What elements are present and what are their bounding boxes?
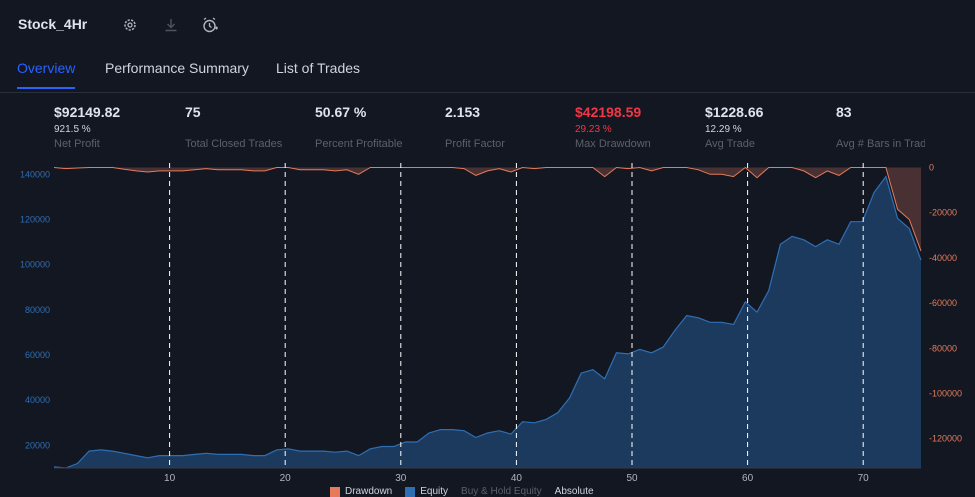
x-tick-label: 40 [511,473,523,484]
x-tick-label: 30 [395,473,407,484]
metric-percent: 921.5 % [54,124,91,135]
y-left-tick-label: 120000 [20,214,50,224]
legend-label-drawdown[interactable]: Drawdown [345,486,393,497]
drawdown-line [53,166,922,252]
metric-percent [445,124,570,138]
metric-value: 83 [836,104,852,120]
metric-max-drawdown: $42198.59 29.23 % Max Drawdown [575,104,700,150]
tab-performance-summary[interactable]: Performance Summary [105,60,249,76]
x-tick-label: 60 [742,473,754,484]
metric-value: $42198.59 [575,104,642,120]
metric-label: Total Closed Trades [185,138,283,150]
metric-value: 75 [185,104,201,120]
x-tick-label: 50 [626,473,638,484]
y-left-tick-label: 40000 [25,395,50,405]
y-left-tick-label: 100000 [20,260,50,270]
metric-label: Percent Profitable [315,138,403,150]
legend-label-absolute[interactable]: Absolute [554,486,594,497]
y-left-tick-label: 80000 [25,305,50,315]
metric-label: Net Profit [54,138,100,150]
metric-profit-factor: 2.153 Profit Factor [445,104,570,150]
metric-value: 50.67 % [315,104,367,120]
legend-swatch-drawdown [330,486,340,497]
y-right-tick-label: -60000 [929,298,957,308]
chart-legend: Drawdown Equity Buy & Hold Equity Absolu… [330,486,594,497]
legend-swatch-equity [405,486,416,497]
metric-avg-bars-in-trade: 83 Avg # Bars in Trad [836,104,925,150]
y-right-tick-label: 0 [929,163,934,173]
metric-label: Avg # Bars in Trad [836,138,925,150]
tab-bar: Overview Performance Summary List of Tra… [0,52,975,93]
y-left-tick-label: 60000 [25,350,50,360]
y-right-tick-label: -20000 [929,208,957,218]
y-left-tick-label: 140000 [20,169,50,179]
equity-line [53,175,922,469]
tab-overview[interactable]: Overview [17,60,76,89]
legend-label-equity[interactable]: Equity [420,486,449,497]
metric-percent [836,124,925,138]
legend-label-buy-hold[interactable]: Buy & Hold Equity [461,486,542,497]
metric-label: Profit Factor [445,138,505,150]
strategy-title: Stock_4Hr [18,16,88,32]
x-tick-label: 20 [280,473,292,484]
top-bar: Stock_4Hr [0,0,975,52]
y-left-tick-label: 20000 [25,440,50,450]
y-right-tick-label: -40000 [929,253,957,263]
metric-value: $92149.82 [54,104,121,120]
x-tick-label: 10 [164,473,176,484]
y-right-tick-label: -100000 [929,388,962,398]
metric-percent: 29.23 % [575,124,612,135]
y-right-tick-label: -80000 [929,343,957,353]
metric-percent [185,124,310,138]
metric-percent [315,124,440,138]
metric-percent-profitable: 50.67 % Percent Profitable [315,104,440,150]
metric-net-profit: $92149.82 921.5 % Net Profit [54,104,179,150]
metric-avg-trade: $1228.66 12.29 % Avg Trade [705,104,830,150]
metric-value: $1228.66 [705,104,764,120]
gear-icon[interactable] [119,14,141,36]
metric-value: 2.153 [445,104,481,120]
tab-list-of-trades[interactable]: List of Trades [276,60,361,76]
y-right-tick-label: -120000 [929,434,962,444]
equity-chart[interactable]: 10 20 30 40 50 60 70 20000 40000 60000 80000 100000… [0,158,975,485]
x-tick-label: 70 [858,473,870,484]
metric-label: Avg Trade [705,138,755,150]
download-icon[interactable] [160,14,182,36]
metric-label: Max Drawdown [575,138,651,150]
metric-percent: 12.29 % [705,124,742,135]
metric-total-closed-trades: 75 Total Closed Trades [185,104,310,150]
alarm-add-icon[interactable] [199,14,221,36]
equity-area [54,176,921,468]
